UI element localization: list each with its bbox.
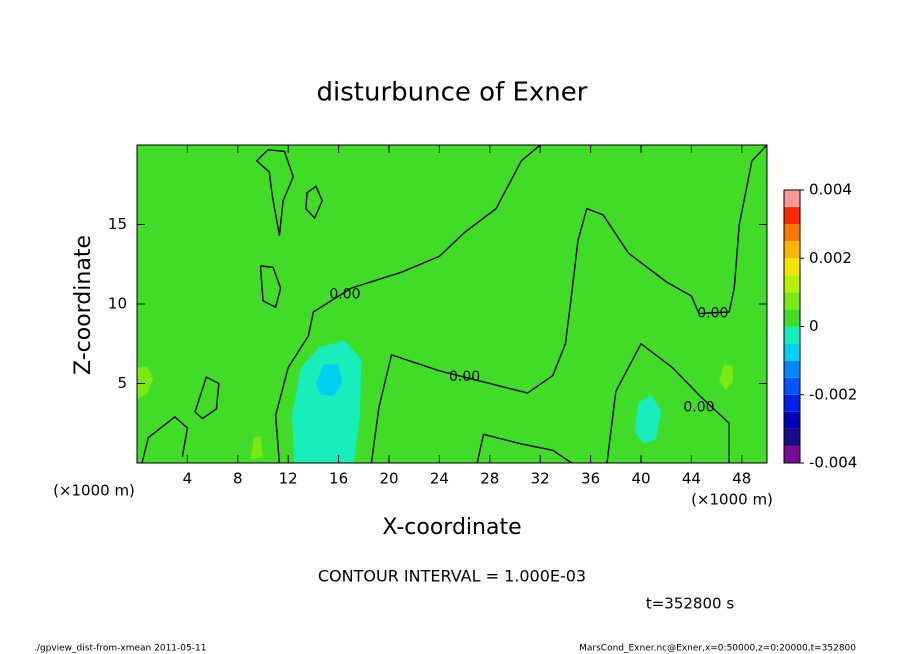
colorbar-bin	[784, 377, 800, 395]
contour-label: 0.00	[683, 399, 714, 415]
x-unit: (×1000 m)	[691, 491, 773, 509]
x-axis-label: X-coordinate	[382, 515, 521, 540]
contour-line	[476, 433, 573, 464]
colorbar-label: 0.002	[809, 249, 852, 267]
colorbar-bin	[784, 309, 800, 327]
y-tick-label: 5	[117, 374, 127, 392]
colorbar-bin	[784, 292, 800, 310]
contour-region	[634, 394, 662, 444]
colorbar-bin	[784, 428, 800, 446]
colorbar-bin	[784, 275, 800, 293]
colorbar-bin	[784, 411, 800, 429]
x-tick-label: 44	[682, 470, 701, 488]
colorbar-bin	[784, 394, 800, 412]
y-axis-label: Z-coordinate	[71, 235, 96, 375]
contour-line	[274, 144, 541, 464]
y-tick-label: 10	[108, 295, 127, 313]
y-unit: (×1000 m)	[53, 482, 135, 500]
colorbar-bin	[784, 445, 800, 463]
contour-region	[137, 366, 154, 400]
contour-region	[719, 364, 733, 390]
x-tick-label: 28	[480, 470, 499, 488]
contour-region	[137, 145, 767, 463]
time-label: t=352800 s	[646, 595, 734, 613]
colorbar-bin	[784, 207, 800, 225]
colorbar-bin	[784, 360, 800, 378]
footer-left: ./gpview_dist-from-xmean 2011-05-11	[34, 644, 206, 654]
contour-region	[250, 435, 263, 460]
colorbar-bin	[784, 343, 800, 361]
x-tick-label: 12	[279, 470, 298, 488]
contour-interval: CONTOUR INTERVAL = 1.000E-03	[318, 567, 586, 586]
x-tick-label: 4	[183, 470, 193, 488]
colorbar-label: 0	[809, 317, 819, 335]
contour-line	[606, 342, 730, 464]
contour-region	[291, 340, 362, 463]
contour-line	[141, 415, 189, 464]
colorbar-label: -0.002	[809, 385, 857, 403]
x-tick-label: 20	[379, 470, 398, 488]
colorbar-label: -0.004	[809, 454, 857, 472]
colorbar-bin	[784, 224, 800, 242]
x-tick-label: 48	[732, 470, 751, 488]
contour-line	[370, 144, 768, 464]
contour-line	[305, 185, 323, 220]
colorbar-bin	[784, 241, 800, 259]
contour-label: 0.00	[329, 286, 360, 302]
x-tick-label: 16	[329, 470, 348, 488]
contour-label: 0.00	[449, 369, 480, 385]
footer-right: MarsCond_Exner.nc@Exner,x=0:50000,z=0:20…	[579, 644, 856, 654]
contour-line	[256, 149, 294, 236]
x-tick-label: 24	[430, 470, 449, 488]
y-tick-label: 15	[108, 215, 127, 233]
contour-line	[259, 265, 282, 309]
contour-line	[194, 376, 220, 420]
colorbar-label: 0.004	[809, 181, 852, 199]
contour-label: 0.00	[697, 306, 728, 322]
chart-title: disturbunce of Exner	[317, 78, 588, 108]
x-tick-label: 40	[631, 470, 650, 488]
contour-region	[315, 364, 343, 397]
colorbar-bin	[784, 326, 800, 344]
x-tick-label: 8	[233, 470, 243, 488]
colorbar-bin	[784, 258, 800, 276]
x-tick-label: 32	[531, 470, 550, 488]
colorbar-bin	[784, 190, 800, 208]
x-tick-label: 36	[581, 470, 600, 488]
